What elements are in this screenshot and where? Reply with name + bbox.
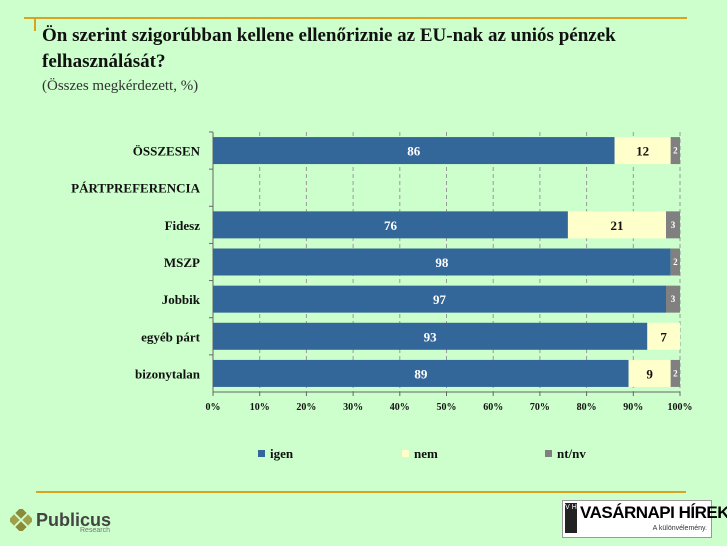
bar-igen xyxy=(213,211,568,239)
x-tick-label: 70% xyxy=(530,402,550,413)
data-label: 97 xyxy=(433,292,447,307)
publicus-sub: Research xyxy=(80,527,110,534)
x-tick-label: 10% xyxy=(250,402,270,413)
legend-swatch xyxy=(258,450,265,457)
data-label: 2 xyxy=(673,257,678,267)
publicus-logo: Publicus Research xyxy=(8,504,112,536)
data-label: 7 xyxy=(660,329,667,344)
data-label: 2 xyxy=(673,146,678,156)
data-label: 76 xyxy=(384,218,398,233)
bar-nem xyxy=(567,211,666,239)
bar-igen xyxy=(213,137,615,165)
legend-label: igen xyxy=(270,446,294,461)
category-label: egyéb párt xyxy=(141,329,201,344)
data-label: 3 xyxy=(671,294,676,304)
bottom-rule xyxy=(36,491,686,493)
category-label: Jobbik xyxy=(162,292,201,307)
slide-title: Ön szerint szigorúbban kellene ellenőriz… xyxy=(42,25,616,72)
bar-igen xyxy=(213,322,648,350)
bar-igen xyxy=(213,285,666,313)
bar-igen xyxy=(213,248,671,276)
data-label: 86 xyxy=(407,144,421,159)
legend-swatch xyxy=(402,450,409,457)
bar-nem xyxy=(647,322,680,350)
x-tick-label: 80% xyxy=(577,402,597,413)
vh-name: VASÁRNAPI HÍREK xyxy=(580,503,727,522)
bar-ntnv xyxy=(670,248,680,276)
data-label: 21 xyxy=(610,218,623,233)
vasarnapi-hirek-logo: V H VASÁRNAPI HÍREK A különvélemény. xyxy=(562,500,727,538)
bar-nem xyxy=(614,137,671,165)
legend-label: nt/nv xyxy=(557,446,586,461)
bar-ntnv xyxy=(670,137,680,165)
category-label: PÁRTPREFERENCIA xyxy=(71,181,200,196)
data-label: 12 xyxy=(636,144,649,159)
data-label: 93 xyxy=(424,329,438,344)
legend-swatch xyxy=(545,450,552,457)
x-tick-label: 90% xyxy=(623,402,643,413)
publicus-mark-icon xyxy=(8,507,34,533)
bar-ntnv xyxy=(665,285,680,313)
x-tick-label: 60% xyxy=(483,402,503,413)
category-label: MSZP xyxy=(164,255,200,270)
category-label: Fidesz xyxy=(165,218,201,233)
legend-label: nem xyxy=(414,446,438,461)
x-tick-label: 50% xyxy=(437,402,457,413)
bar-igen xyxy=(213,359,629,387)
x-tick-label: 40% xyxy=(390,402,410,413)
bar-ntnv xyxy=(670,359,680,387)
data-label: 98 xyxy=(435,255,449,270)
publicus-name: Publicus xyxy=(36,510,112,530)
x-tick-label: 0% xyxy=(206,402,221,413)
data-label: 9 xyxy=(646,366,653,381)
slide-subtitle: (Összes megkérdezett, %) xyxy=(42,78,199,94)
vh-tagline: A különvélemény. xyxy=(652,525,707,532)
bar-nem xyxy=(628,359,671,387)
category-label: bizonytalan xyxy=(135,366,201,381)
data-label: 89 xyxy=(414,366,428,381)
category-label: ÖSSZESEN xyxy=(133,144,201,159)
vh-box: V H xyxy=(565,503,577,533)
data-label: 2 xyxy=(673,368,678,378)
top-rule-tick xyxy=(34,17,36,31)
x-tick-label: 100% xyxy=(668,402,693,413)
x-tick-label: 30% xyxy=(343,402,363,413)
top-rule xyxy=(24,17,687,19)
data-label: 3 xyxy=(671,220,676,230)
x-tick-label: 20% xyxy=(296,402,316,413)
bar-ntnv xyxy=(665,211,680,239)
